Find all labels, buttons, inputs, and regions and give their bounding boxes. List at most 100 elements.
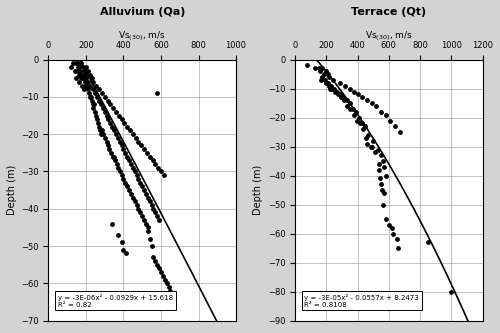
Point (84, 79, 92, 85)
Point (111, 158, 119, 163)
Point (70, 68, 78, 74)
Point (150, 254, 158, 260)
Point (363, 98, 371, 103)
Point (138, 213, 146, 219)
Point (136, 210, 144, 215)
Point (316, 69, 324, 74)
Point (74, 61, 82, 66)
Point (136, 180, 144, 185)
Point (122, 180, 130, 185)
Point (143, 150, 151, 156)
Point (88, 76, 96, 81)
Point (330, 86, 338, 91)
Point (108, 221, 116, 226)
Point (318, 74, 326, 80)
Point (134, 206, 142, 211)
Point (123, 124, 131, 130)
Point (388, 225, 396, 230)
Point (90, 102, 98, 107)
Point (92, 83, 100, 88)
Point (331, 89, 339, 94)
Point (130, 169, 138, 174)
Point (72, 61, 80, 66)
Point (92, 91, 100, 96)
Point (76, 72, 84, 77)
Point (93, 94, 101, 100)
Title: Alluvium (Qa): Alluvium (Qa) (100, 7, 185, 17)
Point (106, 147, 114, 152)
Point (116, 169, 124, 174)
Point (79, 76, 87, 81)
Point (92, 113, 100, 118)
Point (118, 240, 126, 245)
Point (140, 147, 148, 152)
Point (337, 95, 345, 100)
Point (140, 217, 148, 222)
Point (120, 176, 128, 181)
Point (84, 87, 92, 92)
Point (160, 172, 168, 178)
Point (88, 102, 96, 107)
Point (358, 95, 366, 100)
Point (132, 202, 140, 208)
Point (153, 91, 161, 96)
Point (154, 165, 162, 170)
Point (125, 158, 133, 163)
Point (129, 165, 137, 170)
Point (80, 68, 88, 74)
Point (148, 158, 156, 163)
Point (110, 154, 118, 159)
Point (86, 94, 94, 100)
Point (340, 95, 347, 100)
Point (86, 94, 94, 100)
Point (159, 273, 167, 278)
Point (140, 187, 148, 193)
Point (78, 61, 86, 66)
Point (152, 161, 160, 166)
Point (378, 202, 386, 207)
Point (98, 128, 106, 133)
Point (336, 92, 344, 97)
Point (362, 135, 370, 141)
Point (134, 176, 142, 181)
Point (74, 64, 82, 70)
Point (95, 124, 103, 130)
Point (106, 102, 114, 107)
Point (130, 198, 138, 204)
Point (129, 132, 137, 137)
Point (386, 118, 394, 123)
Point (120, 120, 128, 126)
Point (152, 210, 160, 215)
Text: y = -3E-05x² - 0.0557x + 8.2473
R² = 0.8108: y = -3E-05x² - 0.0557x + 8.2473 R² = 0.8… (304, 293, 419, 307)
Point (69, 61, 77, 66)
Point (346, 101, 354, 106)
Point (118, 117, 126, 122)
X-axis label: Vs$_{(30)}$, m/s: Vs$_{(30)}$, m/s (365, 29, 412, 43)
Point (354, 92, 362, 97)
Point (448, 289, 456, 294)
Point (78, 76, 86, 81)
Point (114, 232, 122, 237)
Point (134, 139, 142, 144)
Point (78, 72, 86, 77)
Point (355, 115, 363, 120)
Point (72, 76, 80, 81)
Point (85, 91, 93, 96)
Point (88, 87, 96, 92)
Point (157, 169, 165, 174)
Point (350, 112, 358, 117)
Point (144, 225, 152, 230)
Point (378, 187, 386, 193)
Point (98, 91, 106, 96)
Point (364, 132, 372, 138)
Point (112, 109, 120, 115)
Point (138, 184, 146, 189)
Point (378, 159, 386, 164)
Point (100, 135, 108, 141)
Point (358, 121, 366, 126)
Point (324, 83, 332, 88)
Point (74, 68, 82, 74)
Point (144, 228, 152, 234)
Point (346, 86, 354, 91)
Point (88, 98, 96, 103)
